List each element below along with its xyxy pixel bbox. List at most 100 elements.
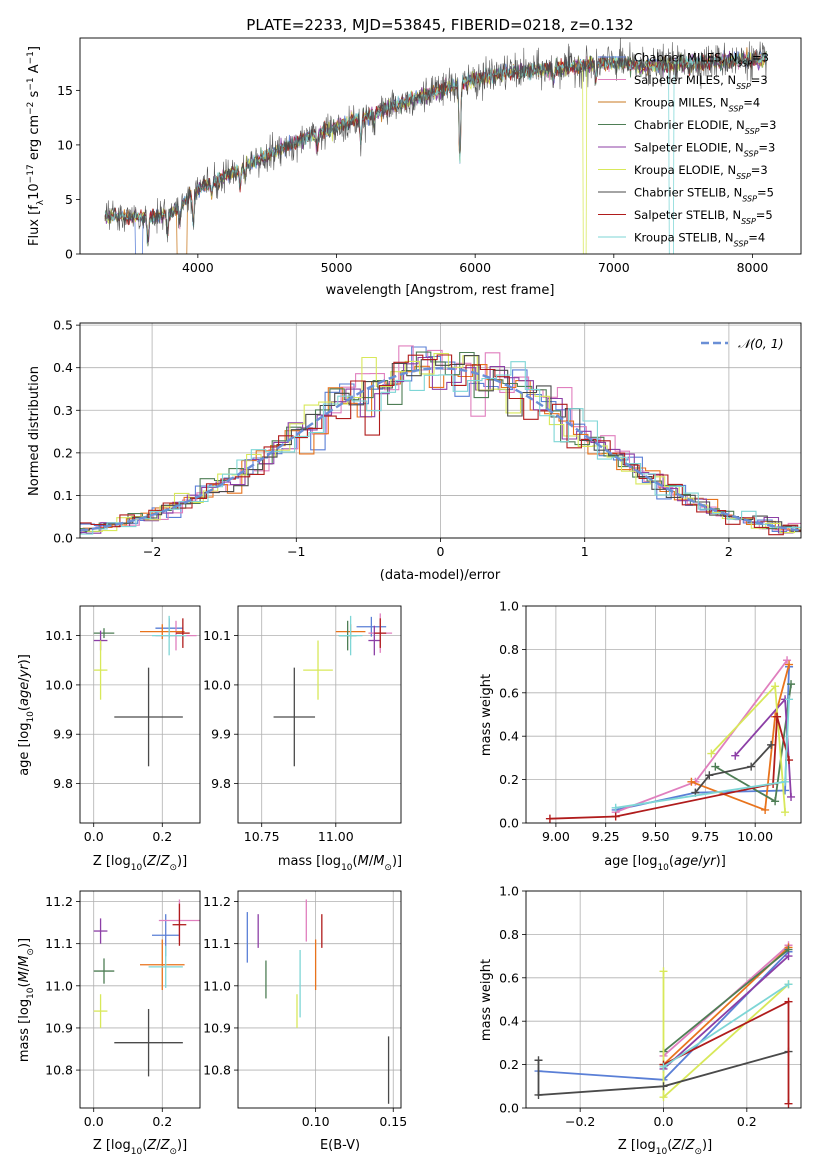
age-mass-point-5	[303, 640, 333, 700]
age-z-ytick-label-0: 9.8	[53, 776, 73, 791]
age-mass-xtick-label-1: 11.00	[318, 829, 354, 844]
spectrum-ylabel: Flux [fλ10−17 erg cm−2 s−1 A−1]	[26, 46, 46, 246]
weight-z-ytick-label-2: 0.4	[499, 1014, 519, 1029]
mass-z-point-2	[140, 939, 185, 991]
spectrum-legend-label-2: Kroupa MILES, NSSP=4	[634, 96, 760, 114]
weight-age-xtick-label-3: 9.75	[691, 829, 719, 844]
weight-z-marker-7-2	[784, 1099, 793, 1108]
weight-z-marker-7-1	[784, 997, 793, 1006]
weight-z-series-4	[662, 955, 790, 1070]
weight-age-xlabel: age [log10(age/yr)]	[604, 854, 726, 873]
residual-hist-7	[80, 354, 801, 536]
weight-age-xtick-label-0: 9.00	[542, 829, 570, 844]
spectrum-legend-label-6: Chabrier STELIB, NSSP=5	[634, 186, 774, 204]
age-mass-points-group	[273, 613, 393, 767]
mass-z-ylabel: mass [log10(M/M⊙)]	[17, 938, 36, 1062]
weight-age-marker-8-2	[785, 695, 794, 704]
age-z-point-2	[140, 624, 185, 640]
weight-z-xlabel: Z [log10(Z/Z⊙)]	[618, 1138, 712, 1157]
spectrum-legend-label-5: Kroupa ELODIE, NSSP=3	[634, 163, 768, 181]
weight-z-marker-6-2	[659, 1082, 668, 1091]
residual-hist-8	[80, 361, 801, 535]
mass-z-point-3	[93, 958, 115, 984]
weight-z-series-group	[534, 941, 793, 1108]
spectrum-xlabel: wavelength [Angstrom, rest frame]	[326, 283, 555, 298]
weight-age-ytick-label-3: 0.6	[499, 685, 519, 700]
residual-frame	[79, 322, 802, 539]
residual-xtick-label-4: 2	[725, 544, 733, 559]
weight-age-ytick-label-5: 1.0	[499, 599, 519, 614]
residual-hist-3	[80, 351, 801, 533]
weight-age-xtick-label-1: 9.25	[592, 829, 620, 844]
residual-ytick-label-0: 0.0	[53, 531, 73, 546]
age-z-xtick-label-0: 0.0	[84, 829, 104, 844]
weight-age-xtick-label-4: 10.00	[737, 829, 773, 844]
weight-age-marker-5-0	[707, 749, 716, 758]
weight-z-series-5	[662, 971, 790, 1100]
mass-z-points-group	[93, 899, 200, 1077]
residual-xtick-label-0: −2	[143, 544, 161, 559]
mass-z-ytick-label-3: 11.1	[45, 936, 73, 951]
weight-z-xtick-label-2: 0.2	[737, 1114, 757, 1129]
weight-age-marker-7-3	[773, 712, 782, 721]
weight-age-ytick-label-1: 0.2	[499, 772, 519, 787]
spectrum-xtick-label-0: 4000	[182, 260, 214, 275]
weight-age-marker-6-3	[767, 740, 776, 749]
age-mass-ytick-label-1: 9.9	[211, 727, 231, 742]
weight-age-marker-8-0	[611, 803, 620, 812]
age-z-ytick-label-1: 9.9	[53, 727, 73, 742]
weight-age-series-2	[691, 664, 790, 812]
weight-z-series-3	[662, 948, 790, 1053]
weight-z-marker-8-0	[659, 1062, 668, 1071]
weight-age-series-group	[545, 656, 796, 823]
weight-z-ytick-label-3: 0.6	[499, 970, 519, 985]
mass-ebv-xtick-label-1: 0.15	[379, 1114, 407, 1129]
weight-age-marker-5-1	[771, 682, 780, 691]
residual-xtick-label-3: 1	[581, 544, 589, 559]
mass-z-xlabel: Z [log10(Z/Z⊙)]	[93, 1138, 187, 1157]
weight-age-marker-8-1	[781, 777, 790, 786]
spectrum-legend-label-4: Salpeter ELODIE, NSSP=3	[634, 141, 775, 159]
residual-xtick-label-1: −1	[287, 544, 305, 559]
residual-ytick-label-5: 0.5	[53, 318, 73, 333]
weight-age-ytick-label-4: 0.8	[499, 642, 519, 657]
weight-z-ylabel: mass weight	[479, 959, 494, 1041]
weight-z-frame	[525, 890, 802, 1109]
spectrum-xtick-label-4: 8000	[737, 260, 769, 275]
spectrum-title: PLATE=2233, MJD=53845, FIBERID=0218, z=0…	[246, 16, 633, 34]
weight-age-series-0	[615, 666, 790, 811]
weight-age-marker-3-0	[711, 762, 720, 771]
weight-z-ytick-label-5: 1.0	[499, 884, 519, 899]
weight-age-marker-0-2	[781, 786, 790, 795]
mass-ebv-frame	[237, 890, 402, 1109]
age-z-point-6	[114, 667, 183, 767]
age-z-ytick-label-3: 10.1	[45, 628, 73, 643]
age-mass-point-4	[368, 625, 381, 656]
spectrum-series-group	[104, 38, 767, 254]
weight-z-marker-8-1	[784, 980, 793, 989]
mass-z-xtick-label-1: 0.2	[152, 1114, 172, 1129]
weight-z-xtick-label-1: 0.0	[654, 1114, 674, 1129]
age-z-xlabel: Z [log10(Z/Z⊙)]	[93, 854, 187, 873]
residual-xlabel: (data-model)/error	[380, 568, 501, 583]
mass-z-point-5	[93, 994, 108, 1028]
weight-z-ytick-label-0: 0.0	[499, 1101, 519, 1116]
spectrum-xtick-label-1: 5000	[321, 260, 353, 275]
spectrum-legend-label-8: Kroupa STELIB, NSSP=4	[634, 231, 765, 249]
mass-z-ytick-label-1: 10.9	[45, 1020, 73, 1035]
weight-age-marker-1-2	[783, 656, 792, 665]
weight-age-ytick-label-0: 0.0	[499, 816, 519, 831]
weight-z-ytick-label-1: 0.2	[499, 1057, 519, 1072]
weight-age-marker-5-2	[781, 808, 790, 817]
spectrum-frame	[79, 37, 802, 255]
age-z-point-7	[176, 618, 190, 648]
mass-ebv-ytick-label-2: 11.0	[203, 978, 231, 993]
age-mass-ytick-label-3: 10.1	[203, 628, 231, 643]
age-z-frame	[79, 605, 201, 824]
weight-z-marker-6-0	[534, 1056, 543, 1065]
spectrum-legend-label-1: Salpeter MILES, NSSP=3	[634, 73, 768, 91]
weight-age-marker-3-2	[787, 680, 796, 689]
mass-z-point-8	[148, 945, 183, 988]
residual-hist-5	[80, 353, 801, 534]
